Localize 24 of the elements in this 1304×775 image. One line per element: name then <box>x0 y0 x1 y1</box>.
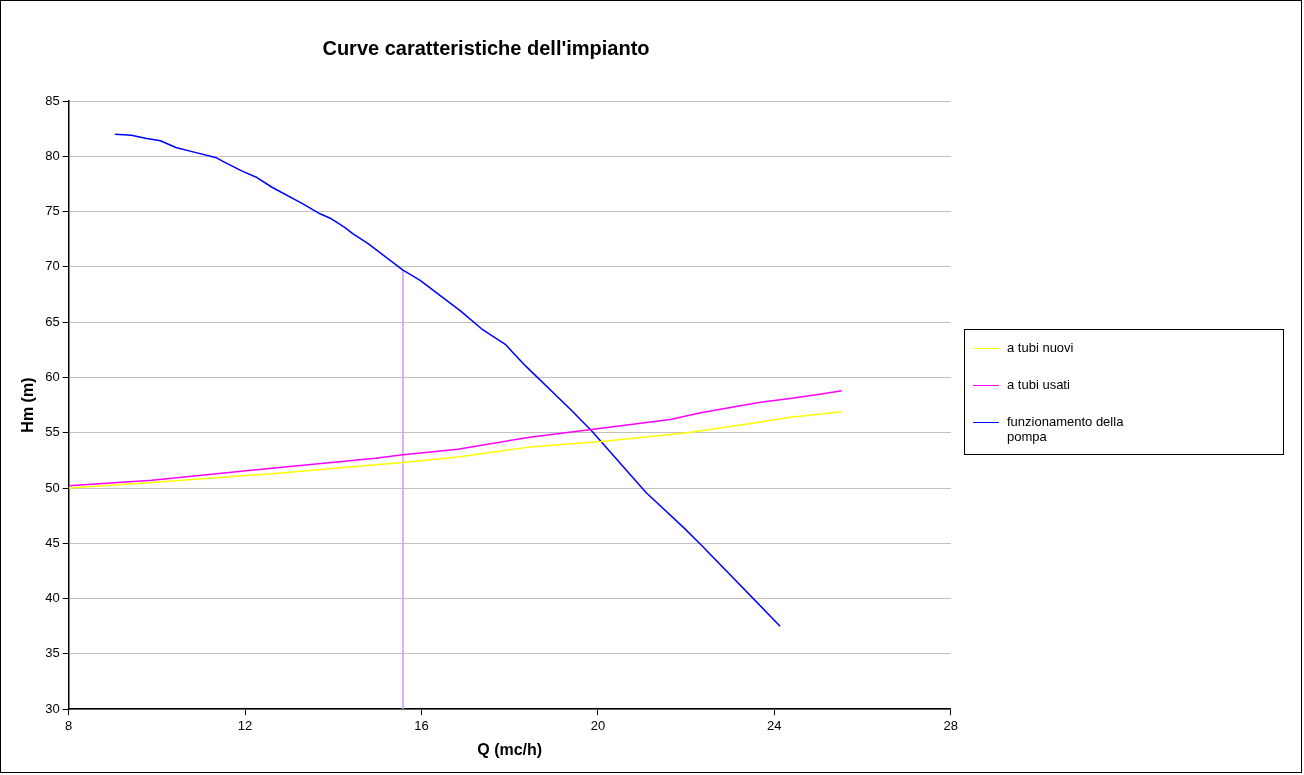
x-tick-label: 16 <box>414 717 429 733</box>
legend-label: a tubi nuovi <box>1007 340 1074 355</box>
y-tick-label: 55 <box>45 424 60 440</box>
y-tick-label: 45 <box>45 534 60 550</box>
y-tick-label: 60 <box>45 369 60 385</box>
y-tick-label: 40 <box>45 590 60 606</box>
y-tick-label: 30 <box>45 700 60 716</box>
x-axis-title: Q (mc/h) <box>477 740 543 758</box>
x-tick-label: 8 <box>65 717 73 733</box>
y-axis-title: Hm (m) <box>19 377 37 433</box>
y-tick-label: 65 <box>45 313 60 329</box>
y-tick-label: 35 <box>45 645 60 661</box>
y-tick-label: 75 <box>45 203 60 219</box>
y-tick-label: 85 <box>45 92 60 108</box>
x-tick-label: 28 <box>943 717 958 733</box>
y-tick-label: 80 <box>45 147 60 163</box>
x-tick-label: 24 <box>767 717 782 733</box>
y-tick-label: 70 <box>45 258 60 274</box>
x-tick-label: 12 <box>237 717 253 733</box>
legend-label: a tubi usati <box>1007 377 1070 392</box>
x-tick-label: 20 <box>590 717 606 733</box>
chart-title: Curve caratteristiche dell'impianto <box>322 36 650 59</box>
y-tick-label: 50 <box>45 479 60 495</box>
legend-label: funzionamento della pompa <box>1007 414 1125 444</box>
